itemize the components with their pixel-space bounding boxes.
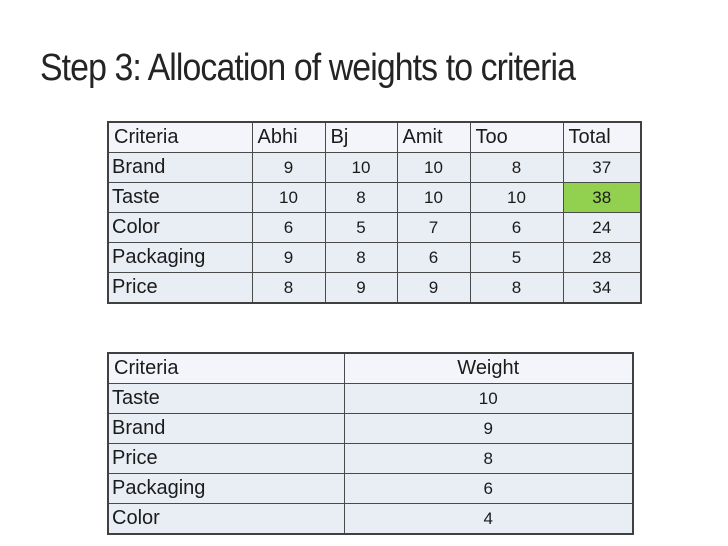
allocation-table: Criteria Abhi Bj Amit Too Total Brand 9 … (107, 121, 642, 304)
weight-table: Criteria Weight Taste 10 Brand 9 Price 8… (107, 352, 634, 535)
score-cell: 9 (251, 242, 326, 273)
score-cell: 10 (251, 182, 326, 213)
score-cell: 8 (469, 152, 564, 183)
weight-cell: 6 (343, 473, 634, 504)
score-cell: 6 (396, 242, 471, 273)
column-header: Too (469, 121, 564, 153)
criteria-cell: Color (107, 503, 345, 535)
column-header: Criteria (107, 352, 345, 384)
criteria-cell: Taste (107, 383, 345, 414)
criteria-cell: Color (107, 212, 253, 243)
total-cell: 28 (562, 242, 642, 273)
criteria-cell: Taste (107, 182, 253, 213)
highlighted-total-cell: 38 (562, 182, 642, 213)
table-row: Color 6 5 7 6 24 (107, 212, 642, 243)
score-cell: 7 (396, 212, 471, 243)
score-cell: 10 (396, 182, 471, 213)
score-cell: 6 (251, 212, 326, 243)
table-row: Brand 9 (107, 413, 634, 444)
total-cell: 24 (562, 212, 642, 243)
score-cell: 9 (324, 272, 398, 304)
total-cell: 34 (562, 272, 642, 304)
score-cell: 8 (324, 242, 398, 273)
weight-cell: 9 (343, 413, 634, 444)
weight-cell: 8 (343, 443, 634, 474)
column-header: Criteria (107, 121, 253, 153)
column-header: Amit (396, 121, 471, 153)
score-cell: 8 (251, 272, 326, 304)
allocation-header-row: Criteria Abhi Bj Amit Too Total (107, 121, 642, 153)
criteria-cell: Brand (107, 152, 253, 183)
criteria-cell: Packaging (107, 473, 345, 504)
score-cell: 10 (324, 152, 398, 183)
weight-cell: 10 (343, 383, 634, 414)
score-cell: 10 (469, 182, 564, 213)
table-row: Taste 10 8 10 10 38 (107, 182, 642, 213)
score-cell: 5 (324, 212, 398, 243)
table-row: Price 8 (107, 443, 634, 474)
score-cell: 8 (469, 272, 564, 304)
column-header: Weight (343, 352, 634, 384)
score-cell: 9 (251, 152, 326, 183)
weight-cell: 4 (343, 503, 634, 535)
criteria-cell: Brand (107, 413, 345, 444)
criteria-cell: Packaging (107, 242, 253, 273)
total-cell: 37 (562, 152, 642, 183)
score-cell: 8 (324, 182, 398, 213)
table-row: Packaging 6 (107, 473, 634, 504)
score-cell: 9 (396, 272, 471, 304)
column-header: Abhi (251, 121, 326, 153)
table-row: Packaging 9 8 6 5 28 (107, 242, 642, 273)
criteria-cell: Price (107, 272, 253, 304)
table-row: Price 8 9 9 8 34 (107, 272, 642, 304)
score-cell: 10 (396, 152, 471, 183)
score-cell: 6 (469, 212, 564, 243)
weight-header-row: Criteria Weight (107, 352, 634, 384)
criteria-cell: Price (107, 443, 345, 474)
score-cell: 5 (469, 242, 564, 273)
slide-title: Step 3: Allocation of weights to criteri… (40, 47, 576, 89)
table-row: Taste 10 (107, 383, 634, 414)
table-row: Brand 9 10 10 8 37 (107, 152, 642, 183)
table-row: Color 4 (107, 503, 634, 535)
column-header: Bj (324, 121, 398, 153)
column-header: Total (562, 121, 642, 153)
